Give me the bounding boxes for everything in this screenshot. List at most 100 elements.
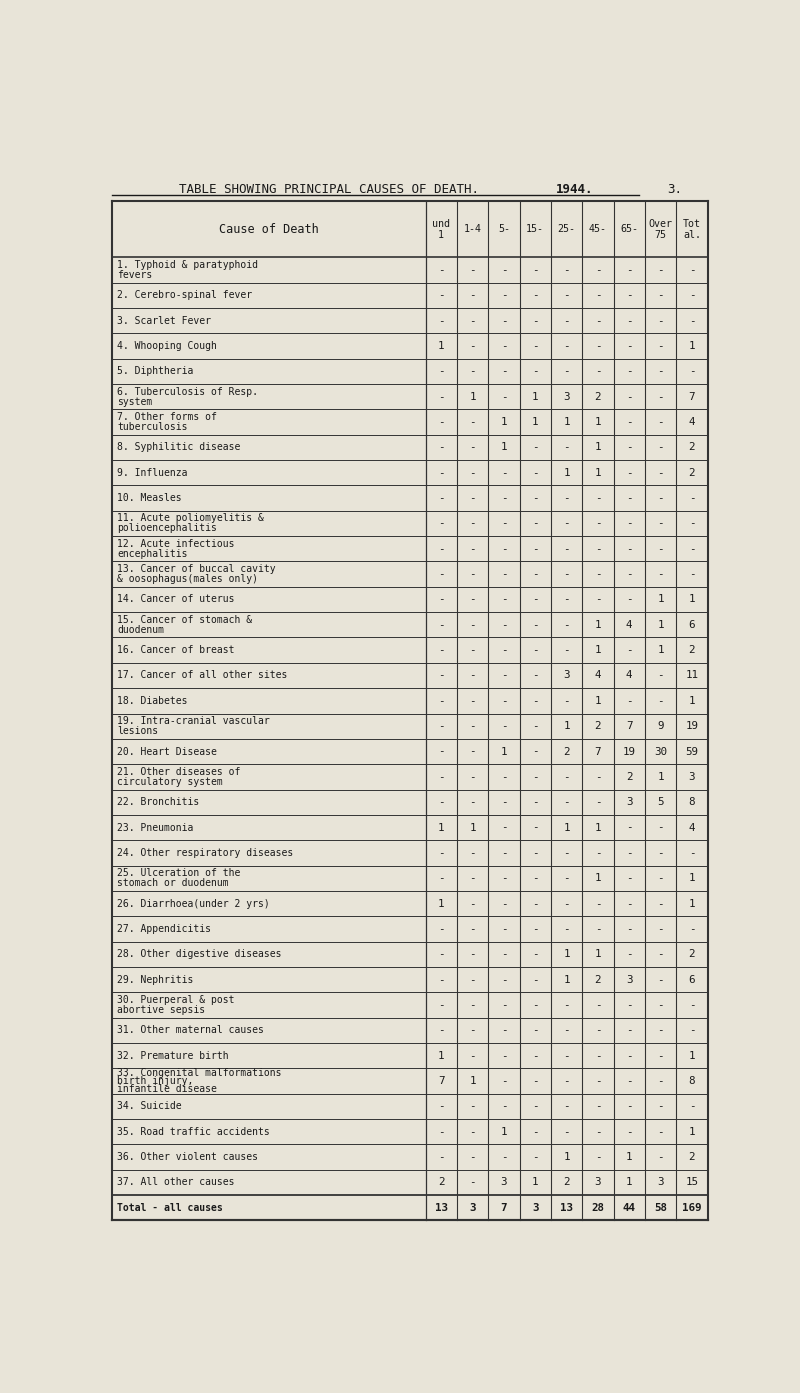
Text: -: - xyxy=(689,1025,695,1035)
Text: -: - xyxy=(658,265,664,274)
Text: -: - xyxy=(658,1050,664,1060)
Text: 1: 1 xyxy=(689,1127,695,1137)
Text: -: - xyxy=(532,645,538,655)
Text: -: - xyxy=(563,1102,570,1112)
Text: 1: 1 xyxy=(689,341,695,351)
Text: -: - xyxy=(626,823,633,833)
Text: 28: 28 xyxy=(591,1202,604,1213)
Text: -: - xyxy=(501,468,507,478)
Text: -: - xyxy=(658,341,664,351)
Text: -: - xyxy=(658,290,664,301)
Text: -: - xyxy=(563,1025,570,1035)
Text: 15-: 15- xyxy=(526,224,544,234)
Text: -: - xyxy=(689,1102,695,1112)
Text: -: - xyxy=(532,493,538,503)
Text: -: - xyxy=(626,1127,633,1137)
Text: -: - xyxy=(594,1000,601,1010)
Text: -: - xyxy=(658,848,664,858)
Text: -: - xyxy=(470,873,476,883)
Text: -: - xyxy=(532,468,538,478)
Text: -: - xyxy=(658,1025,664,1035)
Text: -: - xyxy=(594,898,601,908)
Text: -: - xyxy=(594,493,601,503)
Text: -: - xyxy=(438,468,445,478)
Text: 7: 7 xyxy=(626,722,633,731)
Text: -: - xyxy=(438,391,445,401)
Text: -: - xyxy=(470,1152,476,1162)
Text: 19: 19 xyxy=(686,722,698,731)
Text: 2: 2 xyxy=(563,1177,570,1187)
Text: 3. Scarlet Fever: 3. Scarlet Fever xyxy=(118,316,211,326)
Text: -: - xyxy=(438,595,445,605)
Text: -: - xyxy=(470,848,476,858)
Text: -: - xyxy=(594,1050,601,1060)
Text: lesions: lesions xyxy=(118,726,158,737)
Text: 1: 1 xyxy=(689,873,695,883)
Text: -: - xyxy=(658,1102,664,1112)
Text: 1: 1 xyxy=(594,696,601,706)
Text: -: - xyxy=(501,823,507,833)
Text: -: - xyxy=(470,570,476,579)
Text: -: - xyxy=(438,670,445,681)
Text: -: - xyxy=(658,417,664,428)
Text: 1: 1 xyxy=(658,620,664,630)
Text: -: - xyxy=(626,873,633,883)
Text: -: - xyxy=(470,645,476,655)
Text: -: - xyxy=(563,493,570,503)
Text: -: - xyxy=(501,1025,507,1035)
Text: 1: 1 xyxy=(501,443,507,453)
Text: -: - xyxy=(594,1127,601,1137)
Text: -: - xyxy=(689,366,695,376)
Text: 3: 3 xyxy=(563,670,570,681)
Text: -: - xyxy=(626,1102,633,1112)
Text: -: - xyxy=(470,620,476,630)
Text: -: - xyxy=(594,772,601,781)
Text: -: - xyxy=(594,316,601,326)
Text: -: - xyxy=(501,543,507,554)
Text: -: - xyxy=(689,316,695,326)
Text: -: - xyxy=(438,1152,445,1162)
Text: -: - xyxy=(594,1102,601,1112)
Text: -: - xyxy=(594,265,601,274)
Text: -: - xyxy=(501,1152,507,1162)
Text: -: - xyxy=(689,1000,695,1010)
Text: -: - xyxy=(594,797,601,807)
Text: -: - xyxy=(563,595,570,605)
Text: 1: 1 xyxy=(470,1075,476,1087)
Text: 1: 1 xyxy=(658,595,664,605)
Text: -: - xyxy=(532,1127,538,1137)
Text: -: - xyxy=(438,848,445,858)
Text: -: - xyxy=(626,316,633,326)
Text: -: - xyxy=(658,1075,664,1087)
Text: -: - xyxy=(563,366,570,376)
Text: -: - xyxy=(658,898,664,908)
Text: 2: 2 xyxy=(689,645,695,655)
Text: 5. Diphtheria: 5. Diphtheria xyxy=(118,366,194,376)
Text: -: - xyxy=(470,543,476,554)
Text: 1: 1 xyxy=(563,975,570,985)
Text: -: - xyxy=(501,949,507,960)
Text: -: - xyxy=(501,1075,507,1087)
Text: 1: 1 xyxy=(438,341,445,351)
Text: -: - xyxy=(501,493,507,503)
Text: -: - xyxy=(594,1075,601,1087)
Text: -: - xyxy=(658,443,664,453)
Text: 3: 3 xyxy=(501,1177,507,1187)
Text: -: - xyxy=(438,518,445,528)
Text: -: - xyxy=(658,391,664,401)
Text: -: - xyxy=(563,1000,570,1010)
Text: -: - xyxy=(563,797,570,807)
Text: -: - xyxy=(501,595,507,605)
Text: system: system xyxy=(118,397,153,407)
Text: -: - xyxy=(594,341,601,351)
Text: 32. Premature birth: 32. Premature birth xyxy=(118,1050,229,1060)
Text: -: - xyxy=(532,873,538,883)
Text: duodenum: duodenum xyxy=(118,625,164,635)
Text: 2: 2 xyxy=(594,975,601,985)
Text: -: - xyxy=(532,620,538,630)
Text: -: - xyxy=(438,1102,445,1112)
Text: 1: 1 xyxy=(438,1050,445,1060)
Text: -: - xyxy=(438,1025,445,1035)
Text: 10. Measles: 10. Measles xyxy=(118,493,182,503)
Text: -: - xyxy=(563,316,570,326)
